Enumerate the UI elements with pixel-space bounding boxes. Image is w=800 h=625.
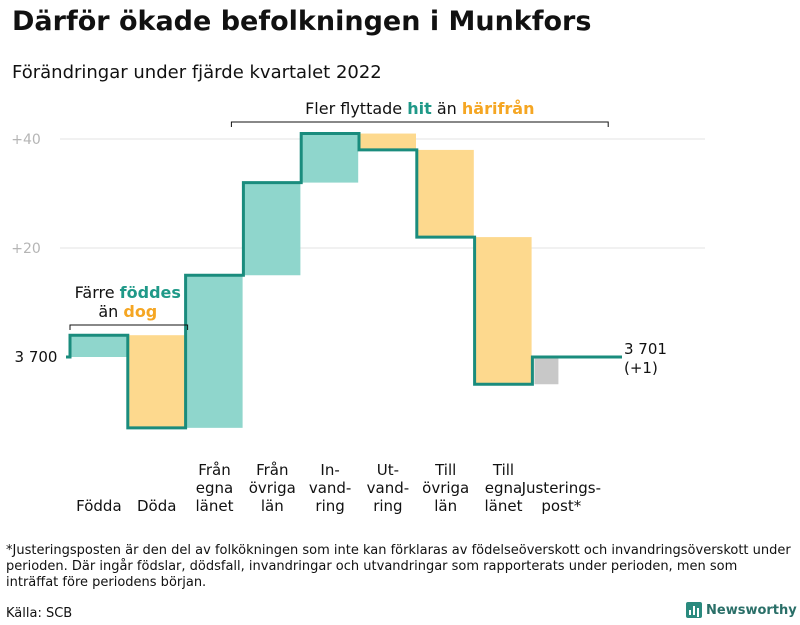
waterfall-chart: +20+40 Födda DödaFrånegnalänetFrånövrigal…	[11, 99, 705, 515]
waterfall-bar	[417, 149, 474, 238]
category-label: egna	[196, 479, 233, 497]
waterfall-bar	[244, 182, 301, 276]
category-label: Till	[492, 461, 514, 479]
category-label: ring	[373, 497, 402, 515]
chart-title: Därför ökade befolkningen i Munkfors	[12, 6, 592, 37]
bar-chart-icon	[686, 602, 702, 618]
category-label: vand-	[309, 479, 352, 497]
waterfall-bar	[71, 335, 127, 357]
category-label: Justerings-	[521, 479, 601, 497]
chart-subtitle: Förändringar under fjärde kvartalet 2022	[12, 62, 382, 83]
category-label: post*	[541, 497, 581, 515]
category-label: län	[434, 497, 457, 515]
category-label: Från	[198, 461, 230, 479]
category-label: egna	[485, 479, 522, 497]
source-label: Källa: SCB	[6, 606, 73, 621]
top-annotation-text: Fler flyttade hit än härifrån	[305, 99, 534, 118]
cumulative-step-line	[66, 132, 622, 430]
step-line-layer	[66, 132, 622, 430]
category-label: vand-	[367, 479, 410, 497]
category-label: övriga	[422, 479, 469, 497]
footnote: *Justeringsposten är den del av folkökni…	[6, 543, 791, 590]
category-label: Ut-	[377, 461, 399, 479]
category-label: län	[261, 497, 284, 515]
left-annotation-line2: än dog	[98, 302, 157, 321]
start-value-label: 3 700	[15, 348, 58, 366]
brand-logo: Newsworthy	[686, 602, 797, 618]
category-label: ring	[315, 497, 344, 515]
bars-layer	[71, 133, 559, 428]
waterfall-bar	[534, 357, 559, 385]
category-label: övriga	[249, 479, 296, 497]
waterfall-bar	[186, 275, 243, 428]
category-label: Födda	[76, 497, 122, 515]
end-change-label: (+1)	[624, 359, 658, 377]
category-label: länet	[196, 497, 234, 515]
labels-layer: Födda DödaFrånegnalänetFrånövrigalänIn-va…	[15, 340, 667, 515]
end-value-label: 3 701	[624, 340, 667, 358]
left-annotation-bracket	[69, 324, 189, 330]
category-label: Från	[256, 461, 288, 479]
brand-name: Newsworthy	[706, 602, 797, 618]
y-tick-label: +20	[11, 241, 41, 257]
category-label: länet	[485, 497, 523, 515]
category-label: Döda	[137, 497, 176, 515]
waterfall-bar	[302, 133, 359, 183]
waterfall-bar	[360, 133, 416, 150]
left-annotation-line1: Färre föddes	[75, 283, 181, 302]
top-annotation-bracket	[230, 121, 609, 127]
category-label: In-	[320, 461, 339, 479]
waterfall-bar	[475, 237, 532, 385]
waterfall-bar	[128, 335, 185, 428]
category-label: Till	[434, 461, 456, 479]
y-tick-label: +40	[11, 132, 41, 148]
